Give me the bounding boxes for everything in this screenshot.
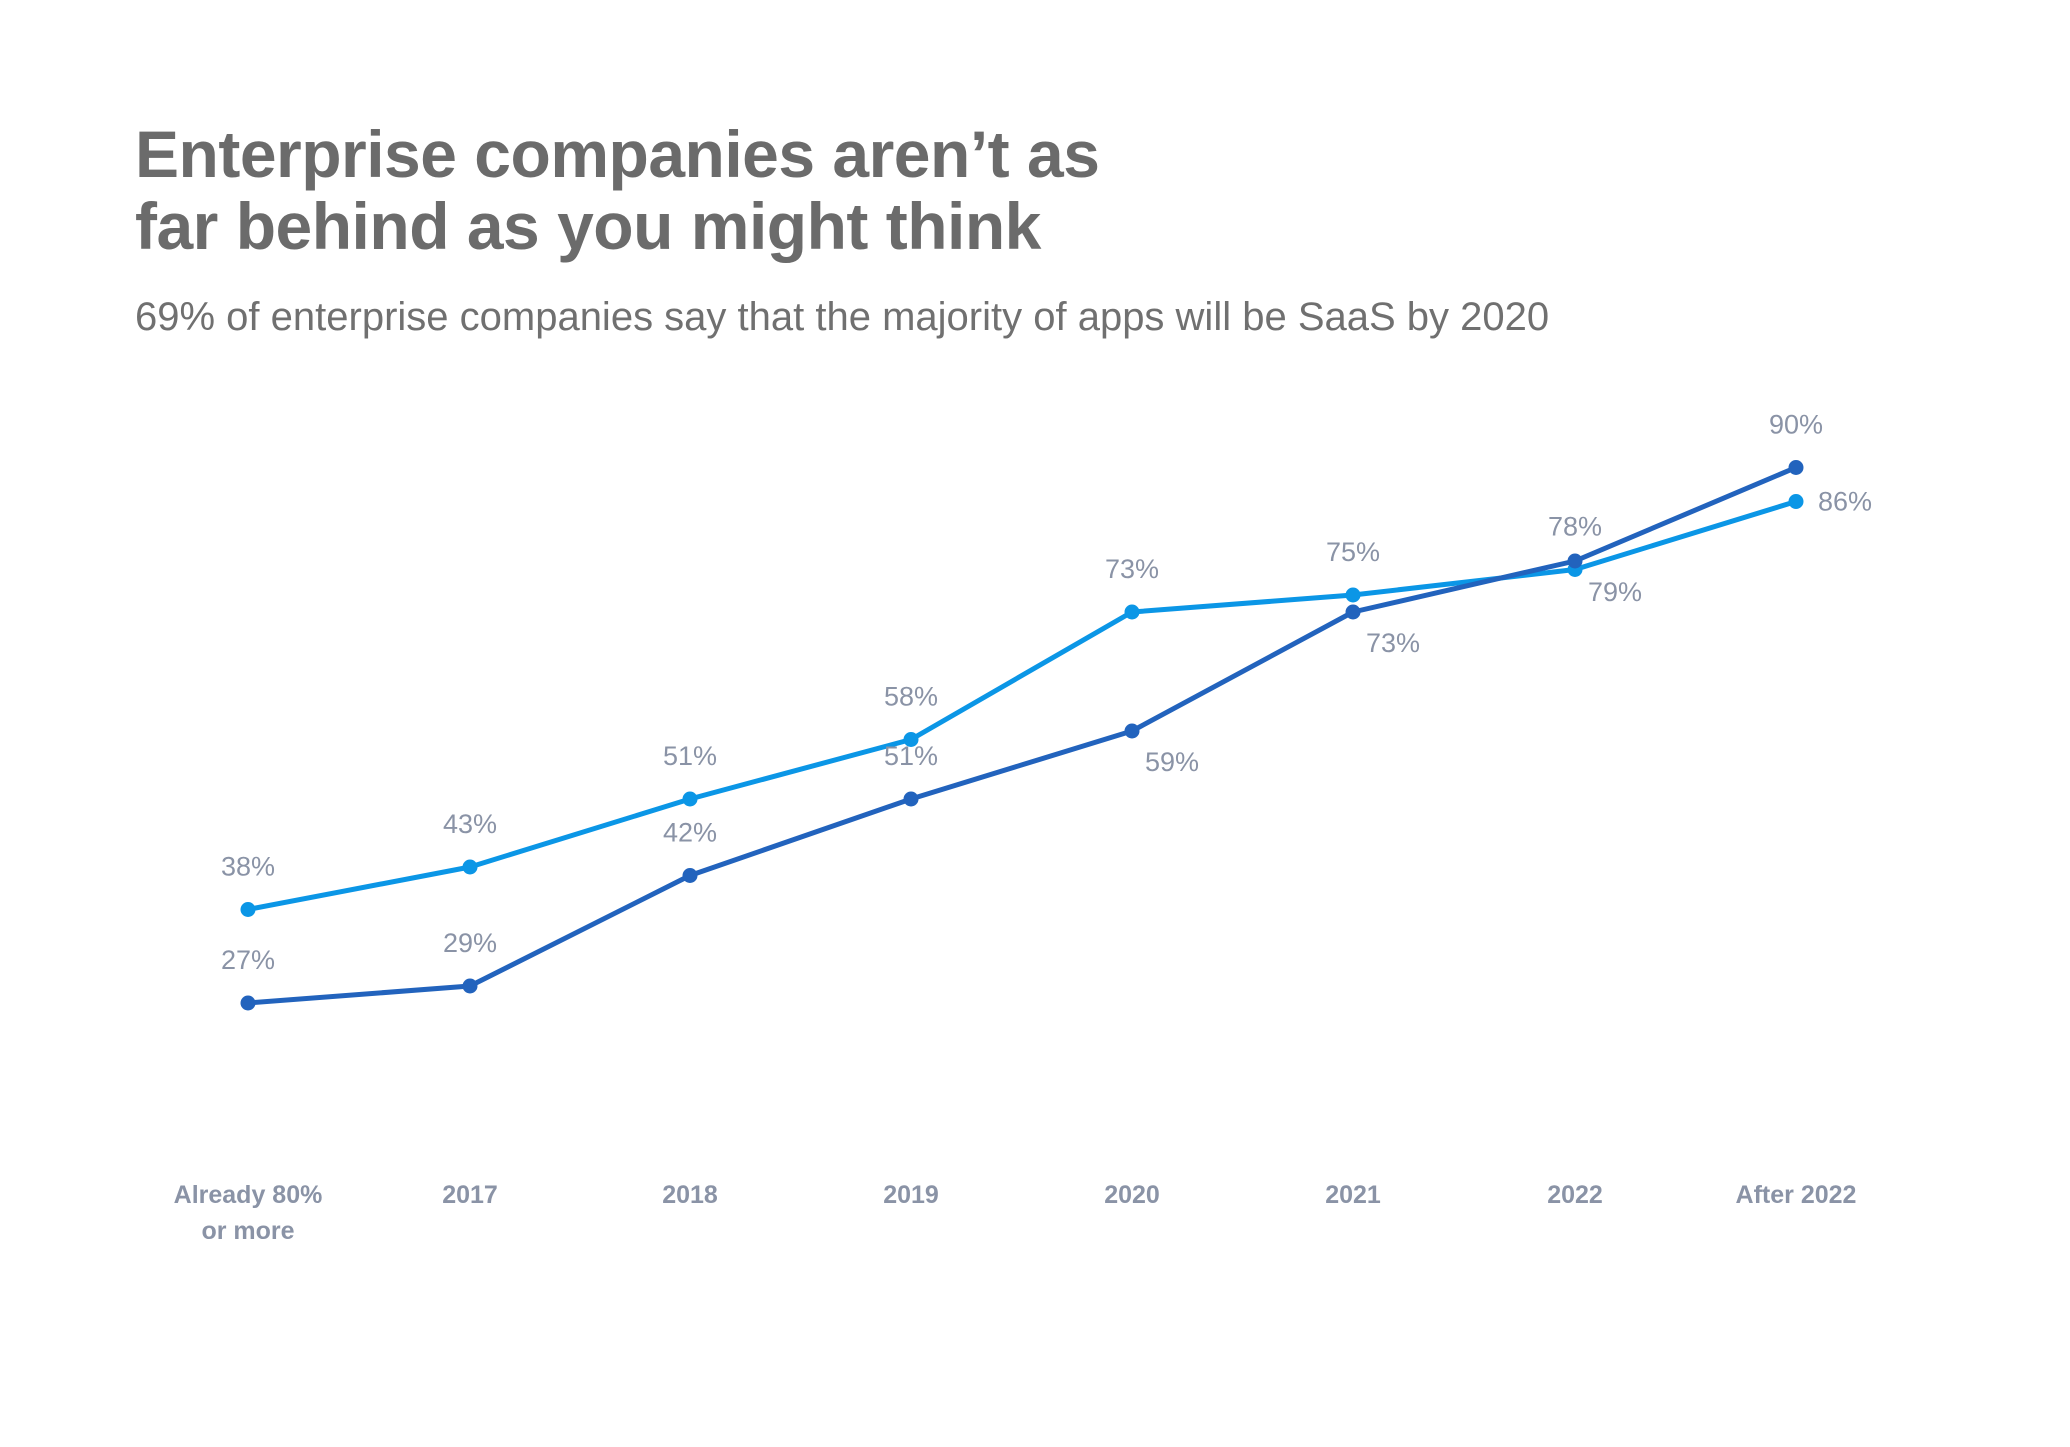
chart-title-line-1: Enterprise companies aren’t as	[135, 117, 1100, 191]
series-1-point	[903, 732, 919, 747]
data-label-layer: 38% 43% 51% 58% 73% 75% 78% 86% 27% 29% 42% 51% 59% 7…	[221, 410, 1872, 976]
x-tick-label: After 2022	[1736, 1181, 1857, 1209]
series-2-data-label: 79%	[1588, 577, 1642, 607]
series-2-point	[1788, 460, 1804, 475]
series-1-data-label: 73%	[1105, 554, 1159, 584]
series-1-data-label: 51%	[663, 741, 717, 771]
series-2-data-label: 29%	[443, 928, 497, 958]
series-2-point	[1345, 604, 1361, 620]
series-1-point	[240, 902, 256, 917]
x-tick-label: 2017	[442, 1181, 498, 1209]
series-2-point	[462, 978, 478, 994]
series-1-point	[462, 859, 478, 875]
series-2-point	[682, 868, 698, 883]
series-1-point	[682, 791, 698, 807]
series-1-point	[1124, 604, 1140, 620]
x-tick-label: 2022	[1547, 1181, 1603, 1209]
series-1-data-label: 38%	[221, 852, 275, 882]
x-axis: Already 80% or more 2017 2018 2019 2020 2021 20…	[174, 1181, 1857, 1245]
x-tick-label: 2020	[1104, 1181, 1160, 1209]
x-tick-label: 2021	[1325, 1181, 1381, 1209]
series-1-data-label: 78%	[1548, 512, 1602, 542]
series-1-line	[245, 499, 1799, 912]
series-1-data-label: 86%	[1818, 487, 1872, 517]
x-tick-label: 2018	[662, 1181, 718, 1209]
series-1-data-label: 75%	[1326, 537, 1380, 567]
series-1-point	[1788, 494, 1804, 509]
chart-title-line-2: far behind as you might think	[135, 189, 1041, 263]
series-2-data-label: 73%	[1366, 628, 1420, 658]
series-2-data-label: 59%	[1145, 747, 1199, 777]
series-1-point	[1345, 587, 1361, 603]
x-tick-label: 2019	[883, 1181, 939, 1209]
series-2-point	[1124, 723, 1140, 739]
series-2-point	[903, 791, 919, 807]
series-2-data-label: 90%	[1769, 410, 1823, 440]
series-2-point	[1567, 553, 1583, 569]
series-2-point	[240, 995, 256, 1011]
series-1-data-label: 43%	[443, 809, 497, 839]
series-2-data-label: 51%	[884, 741, 938, 771]
x-tick-label: Already 80% or more	[174, 1181, 323, 1245]
series-2-data-label: 42%	[663, 818, 717, 848]
chart-subtitle: 69% of enterprise companies say that the…	[135, 295, 1550, 339]
series-1-data-label: 58%	[884, 682, 938, 712]
series-2-line	[245, 465, 1799, 1006]
series-layer	[240, 460, 1804, 1011]
chart-title: Enterprise companies aren’t as far behin…	[135, 118, 1335, 262]
series-2-data-label: 27%	[221, 945, 275, 975]
